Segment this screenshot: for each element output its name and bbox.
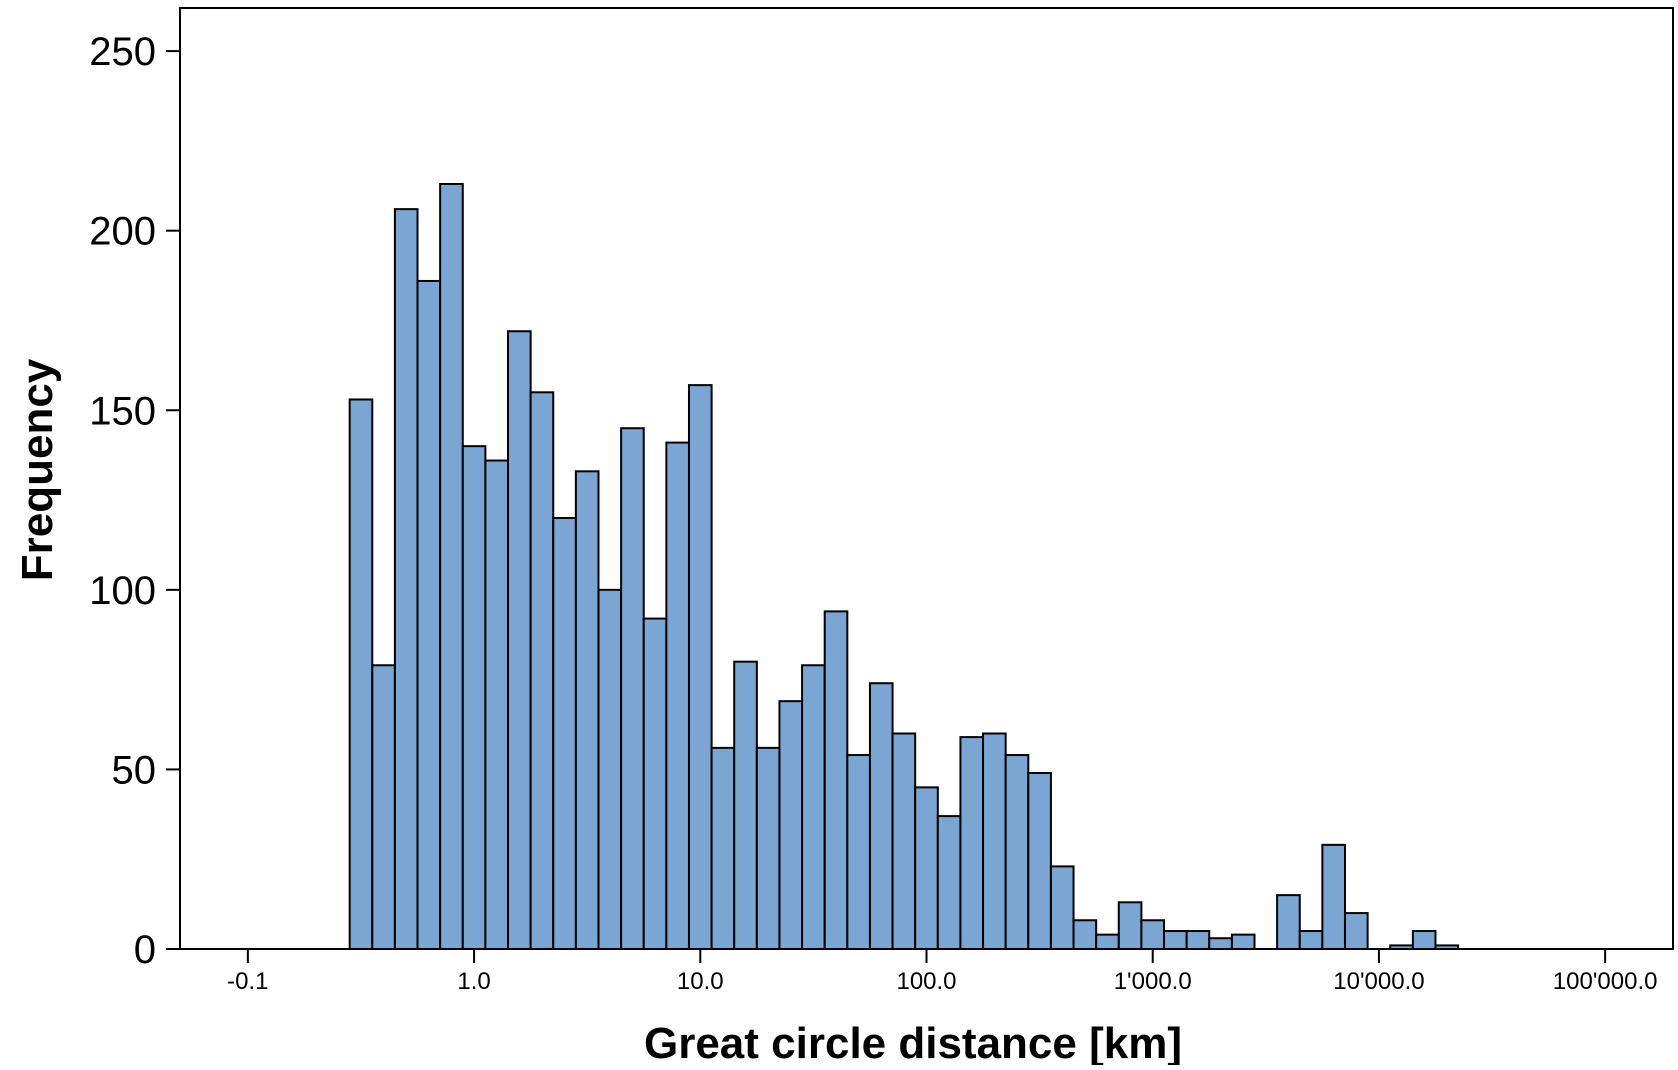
y-tick-label: 200: [89, 210, 156, 254]
histogram-bar: [620, 427, 645, 951]
histogram-bar: [982, 732, 1007, 950]
y-tick-label: 0: [134, 928, 156, 972]
histogram-bar: [484, 459, 510, 950]
histogram-bar: [1434, 944, 1460, 950]
histogram-bar: [801, 664, 826, 950]
y-axis-title: Frequency: [13, 358, 62, 581]
histogram-bar: [1185, 930, 1211, 950]
y-axis: 0 50 100 150 200 250: [89, 30, 180, 972]
histogram-bar: [642, 617, 668, 950]
histogram-bar: [1027, 772, 1052, 951]
histogram-bar: [1389, 944, 1414, 950]
x-tick-label: 10.0: [677, 968, 724, 995]
x-tick-label: 100'000.0: [1553, 968, 1658, 995]
histogram-bar: [868, 682, 894, 950]
histogram-bar: [936, 815, 962, 950]
histogram-bar: [1321, 843, 1346, 951]
histogram-bar: [574, 470, 600, 950]
histogram-bar: [1117, 901, 1143, 950]
histogram-bar: [665, 441, 690, 950]
y-tick-label: 250: [89, 30, 156, 74]
histogram-bar: [755, 746, 781, 950]
histogram-bar: [710, 746, 736, 950]
histogram-bar: [439, 182, 464, 951]
histogram-bar: [1095, 933, 1120, 951]
bars-layer: [348, 182, 1460, 951]
histogram-bar: [1276, 894, 1301, 951]
histogram-bar: [959, 736, 985, 950]
histogram-bar: [1004, 754, 1030, 950]
histogram-bar: [1230, 933, 1256, 951]
histogram-bar: [393, 208, 419, 950]
histogram-bar: [507, 330, 532, 950]
histogram-bar: [1072, 919, 1098, 951]
histogram-bar: [1343, 912, 1369, 951]
x-tick-label: 1'000.0: [1114, 968, 1192, 995]
histogram-bar: [1411, 930, 1437, 950]
x-tick-label: 100.0: [896, 968, 956, 995]
y-tick-label: 100: [89, 569, 156, 613]
histogram-bar: [778, 700, 804, 950]
histogram-bar: [733, 660, 758, 950]
histogram-bar: [597, 588, 623, 951]
histogram-bar: [1163, 930, 1188, 950]
x-axis-title: Great circle distance [km]: [644, 1019, 1182, 1065]
histogram-bar: [552, 517, 577, 950]
y-tick-label: 150: [89, 389, 156, 433]
histogram-bar: [891, 732, 917, 950]
histogram-bar: [823, 610, 849, 950]
histogram-bar: [687, 384, 713, 950]
x-tick-label: 10'000.0: [1333, 968, 1424, 995]
histogram-bar: [1140, 919, 1166, 951]
histogram-bar: [1298, 930, 1324, 950]
histogram-bar: [1049, 865, 1075, 951]
y-tick-label: 50: [112, 748, 157, 792]
histogram-bar: [529, 391, 555, 950]
x-axis: -0.1 1.0 10.0 100.0 1'000.0 10'000.0 100'000.0: [227, 949, 1657, 995]
histogram-bar: [846, 754, 871, 950]
histogram-bar: [416, 279, 442, 950]
x-tick-label: -0.1: [227, 968, 268, 995]
histogram-bar: [348, 398, 374, 951]
histogram-bar: [1208, 937, 1233, 950]
histogram-bar: [914, 786, 939, 950]
histogram-bar: [461, 445, 487, 950]
histogram-bar: [371, 664, 396, 950]
x-tick-label: 1.0: [457, 968, 490, 995]
